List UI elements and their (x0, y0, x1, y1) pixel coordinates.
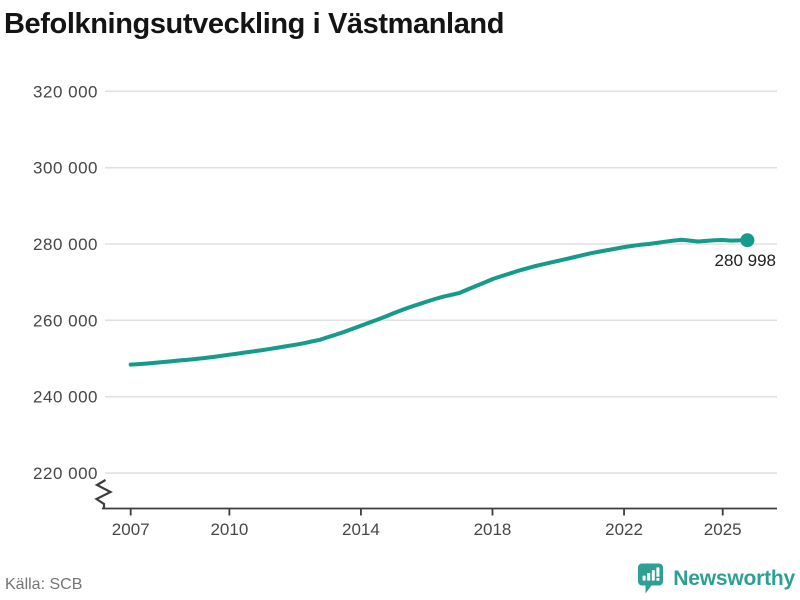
y-axis-tick-label: 260 000 (33, 311, 98, 330)
end-point-dot (740, 233, 755, 248)
newsworthy-logo[interactable]: Newsworthy (637, 563, 795, 595)
end-value-label: 280 998 (715, 251, 776, 270)
x-axis-labels: 2007 2010 2014 2018 2022 2025 (112, 520, 742, 539)
speech-bubble-bar-chart-icon (638, 563, 664, 594)
x-axis-tick-label: 2025 (704, 520, 742, 539)
page-title: Befolkningsutveckling i Västmanland (4, 8, 505, 40)
x-axis-tick-label: 2014 (342, 520, 380, 539)
gridlines (105, 90, 777, 474)
population-line (128, 237, 750, 367)
source-note: Källa: SCB (5, 576, 83, 593)
x-axis-tick-label: 2018 (474, 520, 512, 539)
y-axis-tick-label: 320 000 (33, 82, 98, 101)
y-axis-tick-label: 280 000 (33, 235, 98, 254)
y-axis-tick-label: 240 000 (33, 388, 98, 407)
axis-break-icon (94, 479, 113, 509)
y-axis-tick-label: 300 000 (33, 159, 98, 178)
x-axis-tick-label: 2007 (112, 520, 150, 539)
newsworthy-logo-text: Newsworthy (673, 567, 795, 590)
x-axis-tick-label: 2010 (210, 520, 248, 539)
x-axis-tick-label: 2022 (605, 520, 643, 539)
x-axis-ticks (129, 508, 724, 516)
y-axis-tick-label: 220 000 (33, 464, 98, 483)
y-axis-labels: 320 000 300 000 280 000 260 000 240 000 220 0… (33, 82, 98, 483)
